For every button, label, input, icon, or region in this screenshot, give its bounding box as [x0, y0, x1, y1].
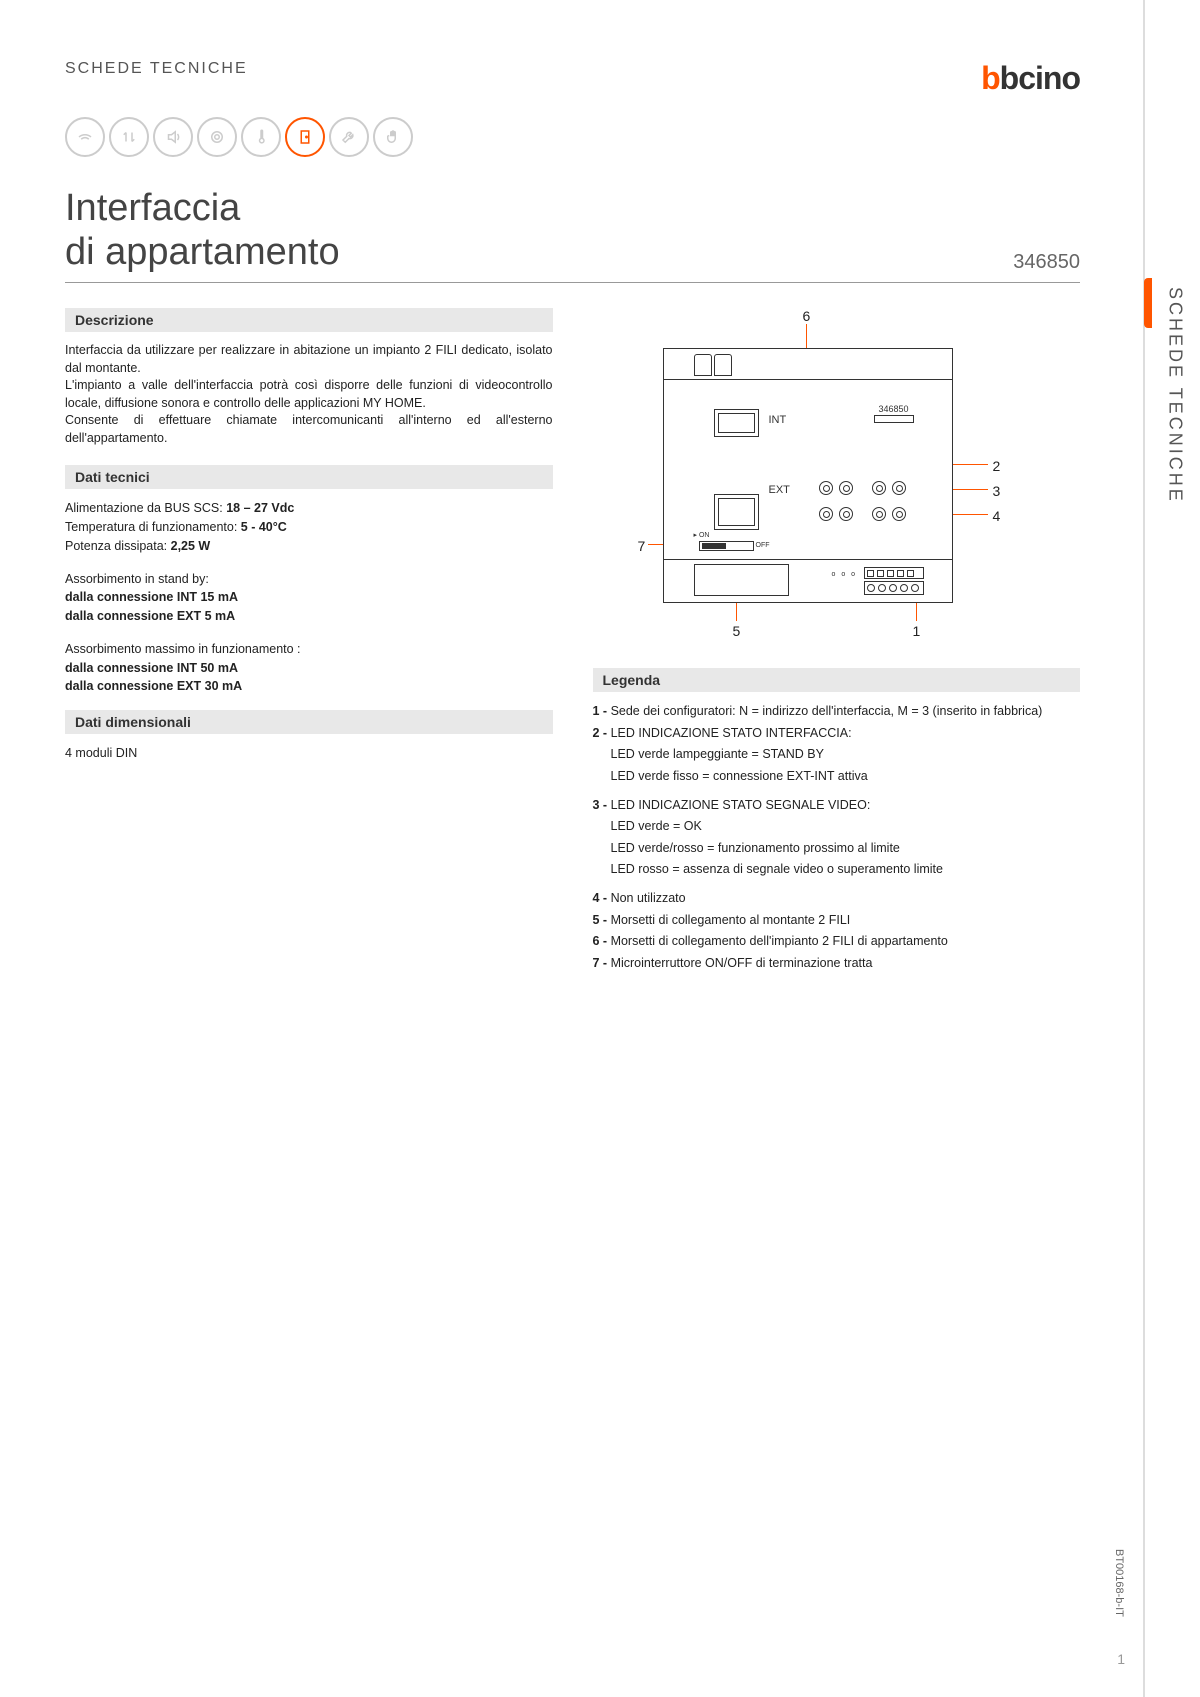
- callout-3: 3: [993, 483, 1001, 499]
- descrizione-header: Descrizione: [65, 308, 553, 332]
- legend-item: 6 - Morsetti di collegamento dell'impian…: [593, 932, 1081, 951]
- logo: bbcino: [981, 60, 1080, 97]
- wifi-icon: [65, 117, 105, 157]
- sound-icon: [153, 117, 193, 157]
- page-number: 1: [1117, 1651, 1125, 1667]
- model-label: 346850: [879, 404, 909, 414]
- ext-block: [714, 494, 759, 530]
- int-block: [714, 409, 759, 437]
- callout-5: 5: [733, 623, 741, 639]
- hline-top: [664, 379, 952, 380]
- spec-max-ext: dalla connessione EXT 30 mA: [65, 677, 553, 696]
- title-line1: Interfaccia: [65, 187, 340, 231]
- descrizione-body: Interfaccia da utilizzare per realizzare…: [65, 342, 553, 447]
- legend-item: LED verde lampeggiante = STAND BY: [593, 745, 1081, 764]
- spec-alim: Alimentazione da BUS SCS: 18 – 27 Vdc: [65, 499, 553, 518]
- int-label: INT: [769, 414, 787, 426]
- callout-4: 4: [993, 508, 1001, 524]
- device-diagram: 6 2 3 4 7 5 1: [593, 308, 1081, 648]
- legend-item: 3 - LED INDICAZIONE STATO SEGNALE VIDEO:: [593, 796, 1081, 815]
- waves-icon: [197, 117, 237, 157]
- spec-temp: Temperatura di funzionamento: 5 - 40°C: [65, 518, 553, 537]
- dati-tecnici-header: Dati tecnici: [65, 465, 553, 489]
- legend-item: 1 - Sede dei configuratori: N = indirizz…: [593, 702, 1081, 721]
- spec-standby-ext: dalla connessione EXT 5 mA: [65, 607, 553, 626]
- legend-item: 7 - Microinterruttore ON/OFF di terminaz…: [593, 954, 1081, 973]
- spec-standby-label: Assorbimento in stand by:: [65, 570, 553, 589]
- callout-1: 1: [913, 623, 921, 639]
- callout-6: 6: [803, 308, 811, 324]
- spec-standby-int: dalla connessione INT 15 mA: [65, 588, 553, 607]
- legend-item: 5 - Morsetti di collegamento al montante…: [593, 911, 1081, 930]
- spec-max-label: Assorbimento massimo in funzionamento :: [65, 640, 553, 659]
- bottom-left-block: [694, 564, 789, 596]
- dati-dim-value: 4 moduli DIN: [65, 744, 553, 763]
- wrench-icon: [329, 117, 369, 157]
- spec-max-int: dalla connessione INT 50 mA: [65, 659, 553, 678]
- desc-p2: L'impianto a valle dell'interfaccia potr…: [65, 378, 553, 410]
- arrows-icon: [109, 117, 149, 157]
- hline-bot: [664, 559, 952, 560]
- left-column: Descrizione Interfaccia da utilizzare pe…: [65, 308, 553, 975]
- spec-pot: Potenza dissipata: 2,25 W: [65, 537, 553, 556]
- term-r2-4: [892, 507, 906, 521]
- callout-7: 7: [638, 538, 646, 554]
- desc-p1: Interfaccia da utilizzare per realizzare…: [65, 343, 553, 375]
- hand-icon: [373, 117, 413, 157]
- legend-item: 2 - LED INDICAZIONE STATO INTERFACCIA:: [593, 724, 1081, 743]
- device-box: INT 346850 EXT: [663, 348, 953, 603]
- dots-label: о о о: [832, 571, 858, 578]
- footer-doc-code: BT00168-b-IT: [1113, 1549, 1125, 1617]
- switch-box: [699, 541, 754, 551]
- config-block-1: [864, 567, 924, 579]
- term-r1-4: [892, 481, 906, 495]
- term-r2-3: [872, 507, 886, 521]
- legend-item: LED verde fisso = connessione EXT-INT at…: [593, 767, 1081, 786]
- dati-dim-header: Dati dimensionali: [65, 710, 553, 734]
- logo-prefix: b: [981, 60, 1000, 97]
- legend-item: LED verde/rosso = funzionamento prossimo…: [593, 839, 1081, 858]
- legend-list: 1 - Sede dei configuratori: N = indirizz…: [593, 702, 1081, 973]
- product-code: 346850: [1013, 251, 1080, 274]
- logo-text: bcino: [1000, 60, 1080, 97]
- page-title: Interfaccia di appartamento: [65, 187, 340, 274]
- legenda-header: Legenda: [593, 668, 1081, 692]
- callout-2: 2: [993, 458, 1001, 474]
- tag-box: [874, 415, 914, 423]
- ext-label: EXT: [769, 484, 790, 496]
- off-label: OFF: [756, 542, 770, 549]
- term-r1-1: [819, 481, 833, 495]
- breadcrumb: SCHEDE TECNICHE: [65, 60, 248, 78]
- legend-item: LED rosso = assenza di segnale video o s…: [593, 860, 1081, 879]
- term-r1-3: [872, 481, 886, 495]
- title-line2: di appartamento: [65, 231, 340, 275]
- term-r2-2: [839, 507, 853, 521]
- top-term-2: [714, 354, 732, 376]
- legend-item: LED verde = OK: [593, 817, 1081, 836]
- door-icon: [285, 117, 325, 157]
- term-r2-1: [819, 507, 833, 521]
- desc-p3: Consente di effettuare chiamate intercom…: [65, 413, 553, 445]
- top-term-1: [694, 354, 712, 376]
- right-column: 6 2 3 4 7 5 1: [593, 308, 1081, 975]
- thermo-icon: [241, 117, 281, 157]
- category-icons: [65, 117, 1080, 157]
- legend-item: 4 - Non utilizzato: [593, 889, 1081, 908]
- on-label: ▸ ON: [694, 531, 710, 539]
- config-block-2: [864, 581, 924, 595]
- term-r1-2: [839, 481, 853, 495]
